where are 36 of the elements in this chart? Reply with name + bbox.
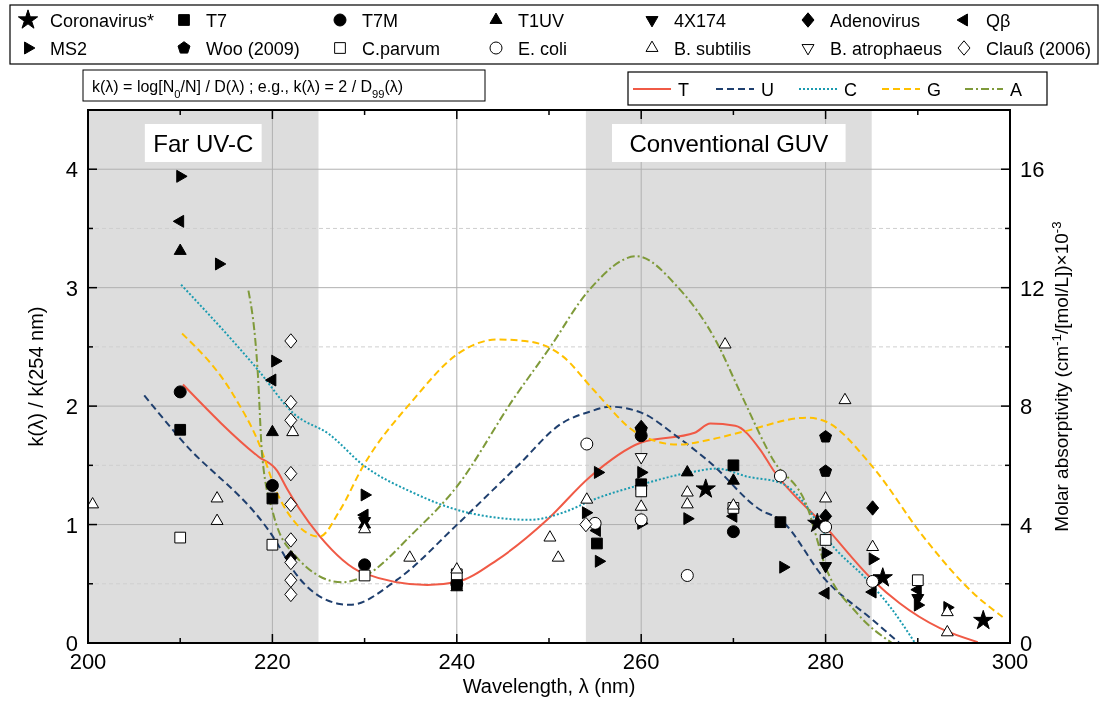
legend-label: T7M (362, 11, 398, 31)
y-tick-label: 2 (65, 394, 78, 420)
legend-label: T7 (206, 11, 228, 31)
x-tick-label: 220 (254, 649, 291, 674)
legend-label: Adenovirus (830, 11, 921, 31)
y-axis-title: k(λ) / k(254 nm) (25, 306, 47, 447)
legend-label: B. subtilis (674, 39, 752, 59)
y2-tick-label: 16 (1020, 157, 1045, 183)
legend-label: E. coli (518, 39, 568, 59)
x-tick-label: 280 (807, 649, 844, 674)
y-tick-label: 1 (65, 512, 78, 538)
y2-tick-label: 12 (1020, 275, 1045, 301)
band-label: Conventional GUV (629, 130, 829, 157)
legend-label: U (761, 80, 774, 100)
legend-label: C.parvum (362, 39, 441, 59)
band-label: Far UV-C (153, 130, 254, 157)
x-tick-label: 240 (438, 649, 476, 674)
legend-label: Clauß (2006) (986, 39, 1092, 59)
legend-label: A (1010, 80, 1023, 100)
legend-label: MS2 (50, 39, 88, 59)
y2-tick-label: 8 (1020, 394, 1033, 420)
legend-label: T (678, 80, 689, 100)
legend-label: 4X174 (674, 11, 727, 31)
legend-label: G (927, 80, 942, 100)
legend-label: T1UV (518, 11, 565, 31)
y2-tick-label: 4 (1020, 512, 1033, 538)
x-tick-label: 260 (622, 649, 660, 674)
legend-label: Coronavirus* (50, 11, 155, 31)
legend-label: Woo (2009) (206, 39, 300, 59)
y-tick-label: 4 (65, 157, 78, 183)
legend-label: Qβ (986, 11, 1011, 31)
text: k(λ) = log[N$_{0}$/N] / D(λ) ; e.g., k(λ) = 2 / D$_{99}$(λ) (92, 78, 404, 100)
x-axis-title: Wavelength, λ (nm) (462, 675, 636, 697)
legend-label: B. atrophaeus (830, 39, 943, 59)
y-tick-label: 3 (65, 275, 78, 301)
legend-label: C (844, 80, 857, 100)
